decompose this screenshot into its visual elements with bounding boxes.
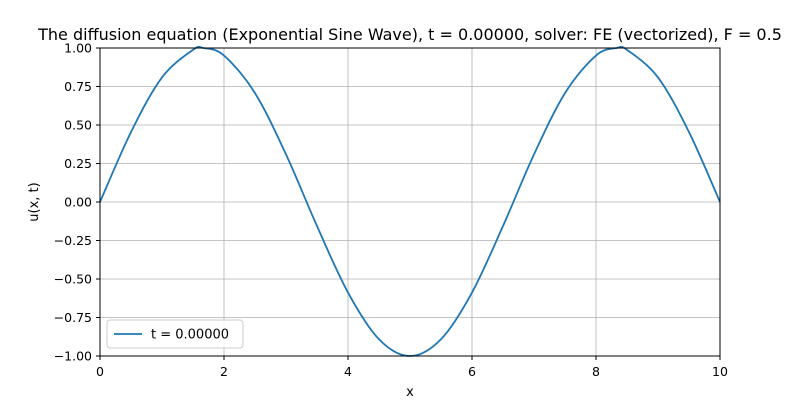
chart-title: The diffusion equation (Exponential Sine…	[37, 25, 782, 44]
y-tick-label: 1.00	[64, 41, 92, 56]
legend-box	[106, 319, 244, 349]
legend-label: t = 0.00000	[151, 328, 229, 343]
y-tick-label: −0.25	[54, 233, 92, 248]
y-tick-label: 0.00	[64, 195, 92, 210]
y-tick-label: −0.75	[54, 310, 92, 325]
y-tick-label: −1.00	[54, 349, 92, 364]
x-axis-label: x	[406, 385, 414, 400]
x-tick-label: 2	[220, 364, 228, 379]
y-tick-label: −0.50	[54, 272, 92, 287]
x-tick-label: 8	[592, 364, 600, 379]
legend: t = 0.00000	[106, 319, 244, 349]
x-tick-label: 10	[712, 364, 728, 379]
axis-ticks: 0 2 4 6 8 10 −1.00 −0.75 −0.50 −0.25 0.00 0.25 0.50 0…	[54, 41, 728, 380]
y-tick-label: 0.75	[64, 79, 92, 94]
y-tick-label: 0.50	[64, 118, 92, 133]
y-axis-label: u(x, t)	[27, 182, 42, 221]
y-tick-label: 0.25	[64, 156, 92, 171]
x-tick-label: 4	[344, 364, 352, 379]
x-tick-label: 0	[96, 364, 104, 379]
x-tick-label: 6	[468, 364, 476, 379]
